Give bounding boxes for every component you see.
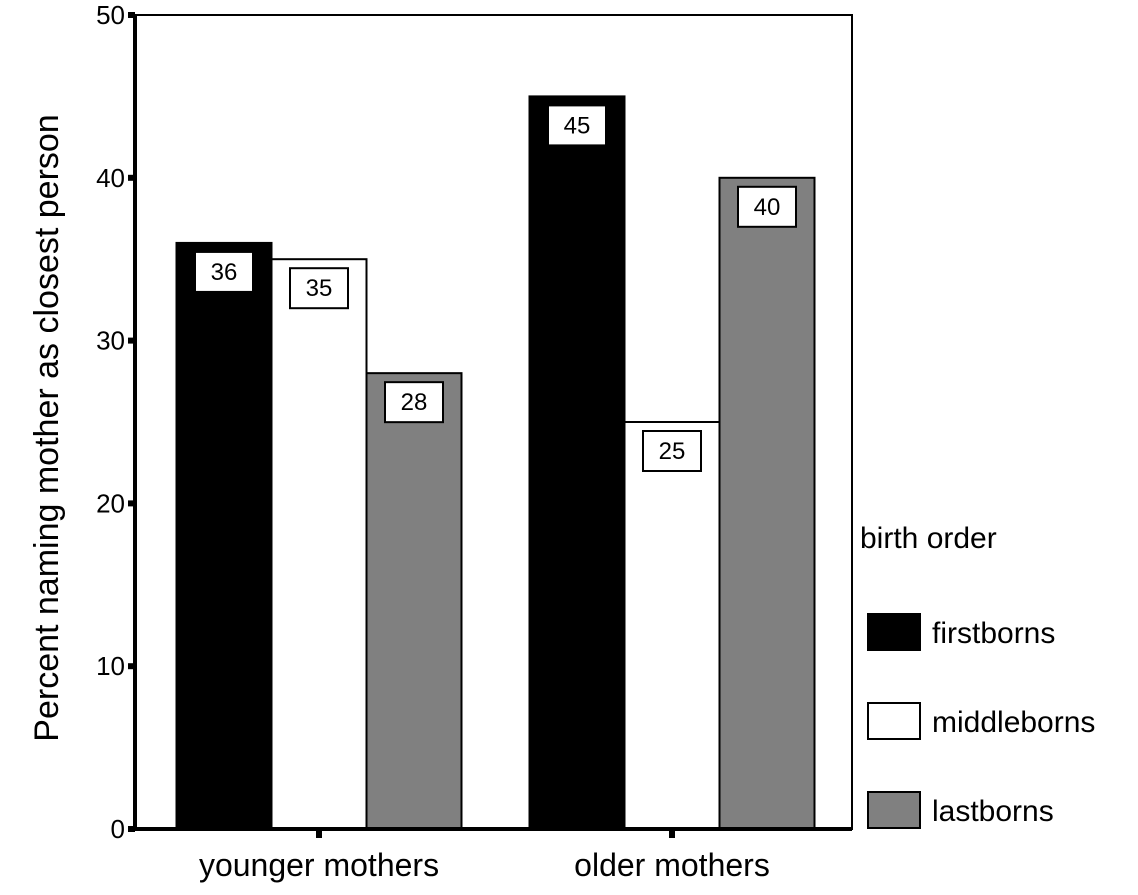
legend-swatch-lastborns [867, 791, 921, 829]
y-tick-label: 10 [96, 651, 125, 681]
legend-label-firstborns: firstborns [932, 617, 1055, 650]
legend-title: birth order [860, 522, 997, 555]
y-tick-label: 20 [96, 488, 125, 518]
y-tick-mark [128, 174, 135, 181]
legend-swatch-middleborns [867, 702, 921, 740]
x-tick-mark [316, 831, 322, 838]
y-tick-mark [128, 500, 135, 507]
data-label: 25 [659, 438, 686, 465]
legend-label-lastborns: lastborns [932, 795, 1054, 828]
x-axis: younger mothers older mothers [135, 827, 852, 883]
legend: birth order firstborns middleborns lastbor… [860, 522, 1095, 829]
data-label: 40 [754, 194, 781, 221]
data-label: 36 [211, 259, 238, 286]
data-label-box [289, 267, 349, 310]
legend-label-middleborns: middleborns [932, 706, 1095, 739]
bar-middleborns-younger-mothers [270, 258, 368, 830]
x-tick-mark [669, 831, 675, 838]
y-axis: 0 10 20 30 40 50 [96, 0, 137, 844]
data-label: 35 [306, 275, 333, 302]
y-tick-mark [128, 826, 135, 832]
y-axis-label: Percent naming mother as closest person [28, 114, 66, 741]
legend-swatch-firstborns [867, 613, 921, 651]
y-tick-mark [128, 663, 135, 670]
data-label-box [737, 185, 797, 228]
data-label-box [547, 104, 607, 147]
bar-middleborns-older-mothers [623, 421, 721, 830]
bar-lastborns-older-mothers [718, 176, 816, 831]
data-label-box [194, 250, 254, 293]
y-tick-mark [128, 337, 135, 344]
data-label-box [642, 430, 702, 472]
y-tick-label: 30 [96, 326, 125, 356]
y-tick-label: 40 [96, 163, 125, 193]
bar-firstborns-older-mothers [528, 95, 626, 830]
data-label: 28 [401, 389, 428, 416]
data-label: 45 [564, 112, 591, 139]
bar-lastborns-younger-mothers [365, 372, 463, 830]
bar-firstborns-younger-mothers [175, 241, 273, 831]
y-tick-label: 50 [96, 0, 125, 30]
bars-group [175, 95, 816, 831]
y-tick-label: 0 [111, 814, 125, 844]
x-tick-label: older mothers [574, 847, 770, 883]
data-label-box [384, 381, 444, 424]
y-tick-mark [128, 12, 135, 18]
data-labels-group: 36 35 28 45 25 40 [194, 104, 797, 472]
x-tick-label: younger mothers [199, 847, 439, 883]
